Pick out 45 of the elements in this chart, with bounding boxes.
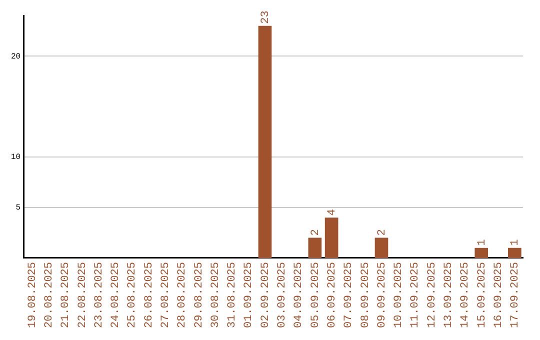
x-tick-label: 05.09.2025: [310, 262, 322, 328]
x-tick-label: 03.09.2025: [276, 262, 289, 328]
x-tick-label: 15.09.2025: [476, 262, 488, 328]
x-tick-label: 01.09.2025: [243, 262, 256, 328]
x-tick-label: 20.08.2025: [43, 262, 56, 328]
x-tick-label: 04.09.2025: [293, 262, 306, 328]
x-tick-label: 30.08.2025: [210, 262, 222, 328]
x-tick-label: 10.09.2025: [393, 262, 406, 328]
x-tick-label: 19.08.2025: [26, 262, 39, 328]
x-tick-label: 13.09.2025: [442, 262, 455, 328]
x-tick-label: 12.09.2025: [426, 262, 438, 328]
data-label: 2: [376, 229, 388, 236]
x-tick-label: 08.09.2025: [360, 262, 372, 328]
x-tick-label: 02.09.2025: [260, 262, 272, 328]
x-tick-label: 09.09.2025: [376, 262, 388, 328]
x-tick-label: 31.08.2025: [226, 262, 239, 328]
x-tick-label: 29.08.2025: [193, 262, 206, 328]
bar: [308, 238, 322, 258]
bar: [374, 238, 388, 258]
bar: [508, 248, 522, 258]
x-tick-label: 21.08.2025: [60, 262, 72, 328]
x-tick-label: 27.08.2025: [160, 262, 172, 328]
x-tick-label: 16.09.2025: [492, 262, 505, 328]
x-tick-label: 25.08.2025: [126, 262, 139, 328]
x-tick-label: 22.08.2025: [76, 262, 89, 328]
x-tick-label: 06.09.2025: [326, 262, 338, 328]
data-label: 2: [310, 229, 322, 236]
y-tick-label: 10: [10, 153, 21, 162]
x-tick-label: 24.08.2025: [110, 262, 122, 328]
data-label: 1: [510, 238, 522, 246]
bar: [258, 26, 272, 258]
x-tick-label: 07.09.2025: [343, 262, 356, 328]
x-tick-label: 28.08.2025: [176, 262, 189, 328]
x-tick-label: 11.09.2025: [410, 262, 422, 328]
x-tick-label: 26.08.2025: [143, 262, 156, 328]
data-label: 1: [476, 238, 488, 246]
y-tick-label: 5: [16, 204, 21, 213]
x-tick-label: 14.09.2025: [460, 262, 472, 328]
bar: [474, 248, 488, 258]
y-tick-label: 20: [10, 52, 21, 62]
data-label: 23: [260, 10, 272, 24]
data-label: 4: [326, 208, 338, 216]
x-tick-label: 17.09.2025: [510, 262, 522, 328]
x-tick-label: 23.08.2025: [93, 262, 106, 328]
bar: [324, 218, 338, 258]
